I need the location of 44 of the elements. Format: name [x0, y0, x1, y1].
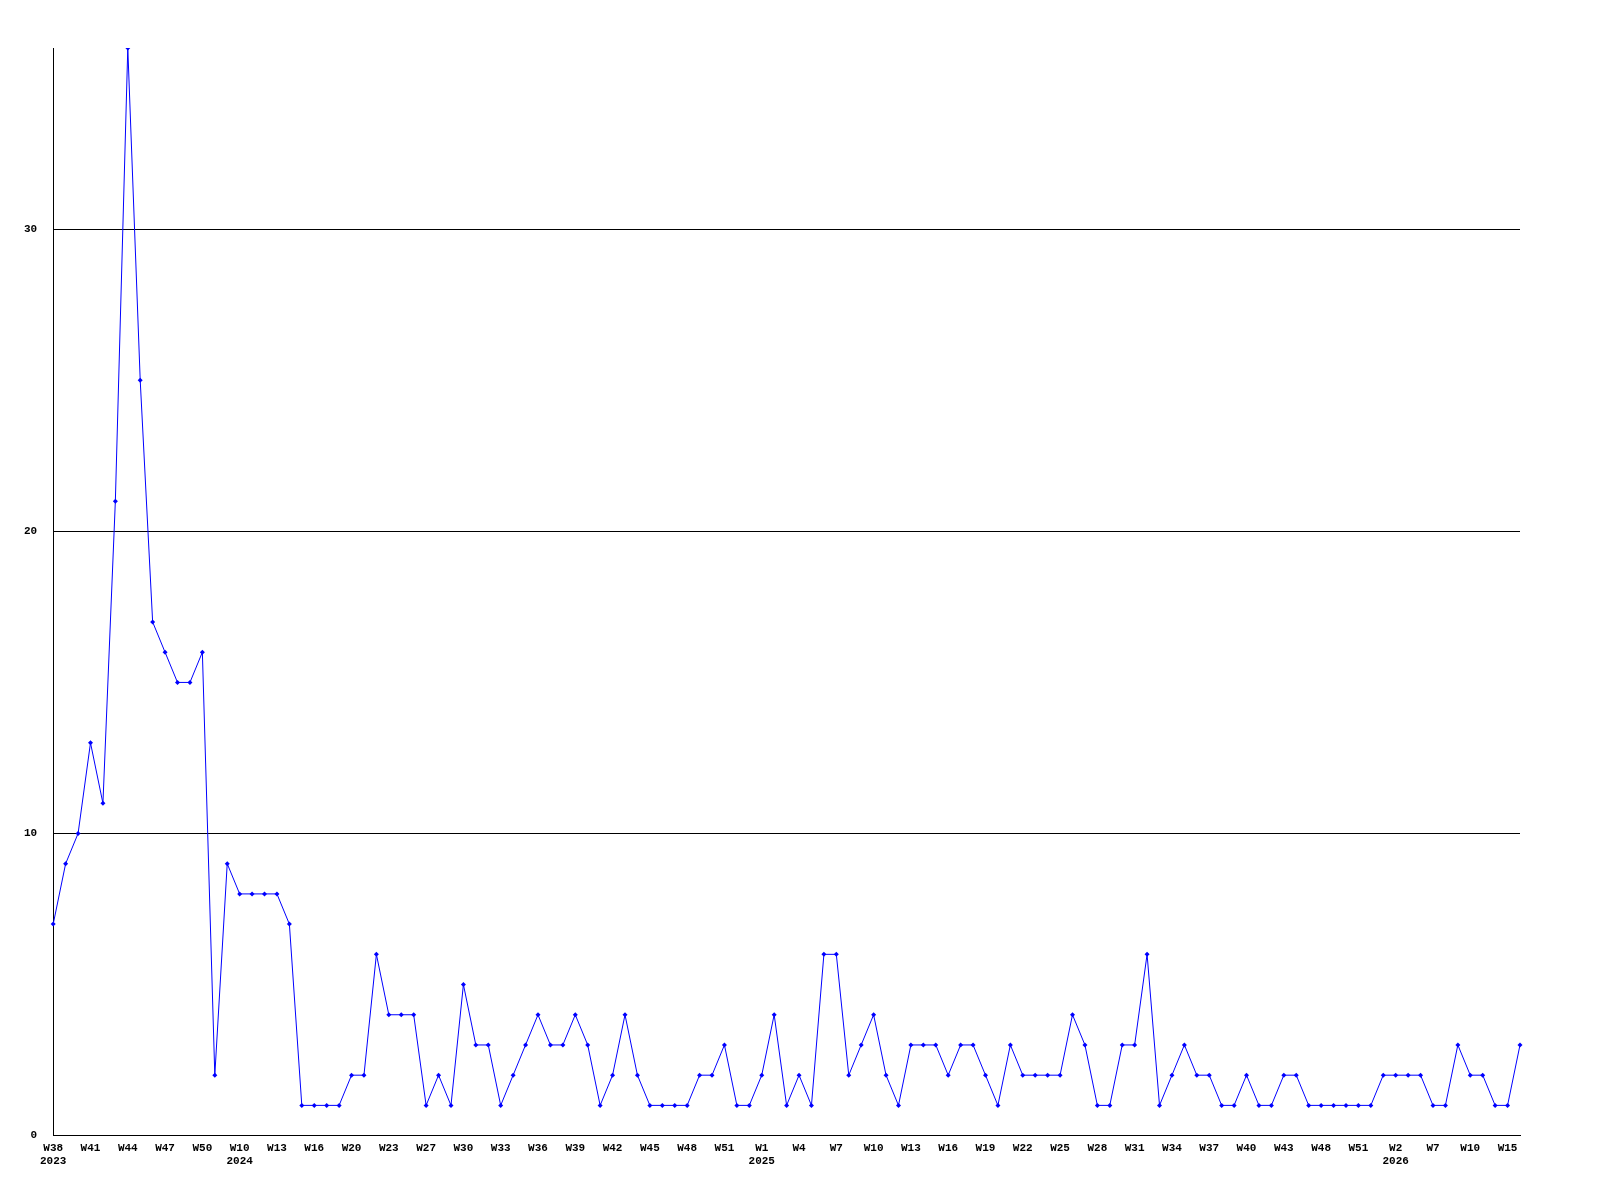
x-tick-label: W45 — [639, 1141, 661, 1154]
x-tick-label: W1 2025 — [748, 1141, 776, 1168]
y-tick-label: 30 — [24, 223, 38, 236]
x-tick-label: W42 — [602, 1141, 623, 1154]
x-tick-label: W30 — [453, 1141, 474, 1154]
x-tick-label: W23 — [378, 1141, 400, 1154]
x-tick-label: W22 — [1012, 1141, 1033, 1154]
x-tick-label: W28 — [1087, 1141, 1108, 1154]
y-tick-label: 10 — [24, 827, 38, 840]
x-tick-label: W4 — [792, 1141, 807, 1154]
x-tick-label: W16 — [938, 1141, 959, 1154]
x-tick-label: W36 — [528, 1141, 548, 1154]
x-tick-label: W51 — [1348, 1141, 1369, 1154]
x-tick-label: W51 — [714, 1141, 735, 1154]
x-tick-label: W15 — [1497, 1141, 1518, 1154]
x-tick-label: W50 — [192, 1141, 213, 1154]
x-tick-label: W47 — [155, 1141, 175, 1154]
x-tick-label: W19 — [975, 1141, 996, 1154]
x-tick-label: W31 — [1124, 1141, 1145, 1154]
x-tick-label: W2 2026 — [1382, 1141, 1409, 1168]
x-tick-label: W25 — [1050, 1141, 1071, 1154]
x-tick-label: W40 — [1236, 1141, 1257, 1154]
x-tick-label: W38 2023 — [40, 1141, 67, 1168]
x-tick-label: W43 — [1273, 1141, 1295, 1154]
x-tick-label: W10 — [863, 1141, 884, 1154]
x-tick-label: W10 2024 — [226, 1141, 254, 1168]
x-tick-label: W33 — [490, 1141, 511, 1154]
x-tick-label: W16 — [304, 1141, 325, 1154]
x-tick-label: W39 — [565, 1141, 586, 1154]
x-tick-label: W27 — [416, 1141, 437, 1154]
x-tick-label: W13 — [901, 1141, 922, 1154]
x-tick-label: W10 — [1460, 1141, 1481, 1154]
x-tick-label: W44 — [117, 1141, 139, 1154]
x-tick-label: W48 — [1311, 1141, 1332, 1154]
y-tick-label: 0 — [30, 1129, 38, 1142]
x-tick-label: W7 — [1426, 1141, 1440, 1154]
y-tick-label: 20 — [24, 525, 38, 538]
x-tick-label: W13 — [267, 1141, 288, 1154]
x-tick-label: W7 — [829, 1141, 843, 1154]
x-tick-label: W48 — [677, 1141, 698, 1154]
x-tick-label: W20 — [341, 1141, 362, 1154]
x-tick-label: W41 — [80, 1141, 101, 1154]
x-tick-label: W37 — [1199, 1141, 1220, 1154]
x-tick-label: W34 — [1162, 1141, 1183, 1154]
